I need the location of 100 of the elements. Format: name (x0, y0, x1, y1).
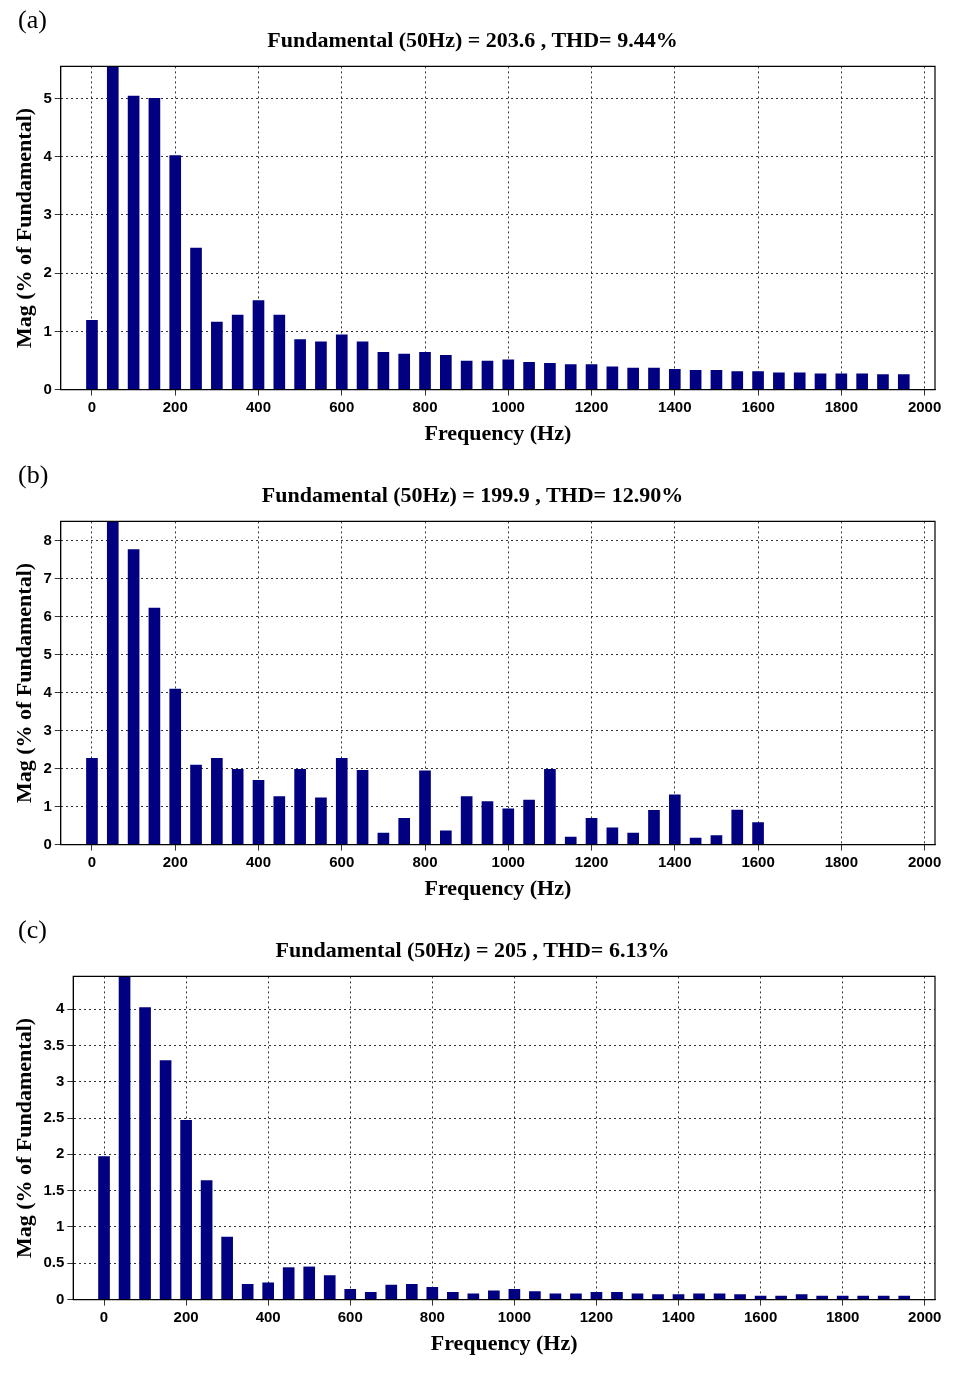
bar (693, 1293, 705, 1300)
y-tick-label: 0.5 (43, 1253, 65, 1271)
bar (127, 549, 140, 845)
x-axis-title: Frequency (Hz) (424, 420, 572, 446)
x-tick-label: 600 (329, 397, 355, 415)
y-tick-label: 4 (55, 999, 65, 1017)
bar (488, 1290, 500, 1300)
bar (398, 818, 411, 845)
bar (377, 352, 390, 390)
y-tick-label: 5 (43, 644, 52, 662)
x-tick-label: 1200 (579, 1307, 614, 1325)
bar (710, 370, 723, 390)
bar (262, 1282, 274, 1300)
bar (190, 764, 202, 845)
bar (752, 371, 764, 390)
bar (169, 688, 182, 845)
bar (169, 155, 182, 390)
bar (315, 341, 327, 390)
bar (139, 1007, 151, 1300)
bar (529, 1291, 541, 1300)
x-tick-label: 600 (337, 1307, 363, 1325)
x-tick-label: 1000 (491, 852, 525, 870)
bar (523, 361, 535, 390)
text: (a) (18, 4, 47, 34)
bar (689, 370, 702, 390)
y-tick-label: 1 (43, 796, 52, 814)
bar (252, 300, 265, 390)
x-tick-label: 2000 (907, 397, 942, 415)
y-tick-label: 2 (55, 1144, 65, 1162)
bar (627, 367, 639, 390)
bar (627, 832, 639, 845)
bar (481, 801, 494, 845)
bar (460, 360, 473, 390)
bar (221, 1236, 233, 1300)
bar (335, 757, 348, 845)
x-tick-label: 600 (329, 852, 355, 870)
y-tick-label: 0 (55, 1289, 65, 1307)
bar (405, 1284, 418, 1300)
bar (294, 339, 306, 390)
y-tick-label: 8 (43, 530, 52, 548)
x-tick-label: 1800 (824, 852, 859, 870)
x-tick-label: 1600 (741, 852, 775, 870)
bar (231, 768, 244, 845)
bar (710, 835, 723, 845)
bar (668, 368, 681, 390)
bar (544, 363, 556, 390)
x-tick-label: 800 (412, 852, 438, 870)
bar (303, 1266, 316, 1300)
x-tick-label: 1400 (661, 1307, 696, 1325)
y-tick-label: 3 (43, 205, 52, 223)
x-tick-label: 0 (87, 852, 97, 870)
y-tick-label: 0 (43, 834, 52, 852)
bar (335, 334, 348, 390)
bar (502, 808, 515, 845)
x-tick-label: 400 (255, 1307, 281, 1325)
bar (877, 374, 889, 390)
bar (731, 371, 744, 390)
x-tick-label: 200 (162, 852, 188, 870)
bar (793, 372, 806, 390)
bar (118, 976, 131, 1300)
bar (211, 321, 223, 390)
bar (273, 314, 286, 390)
bar (127, 95, 140, 390)
bar (315, 797, 327, 845)
bar (86, 319, 98, 390)
y-tick-label: 2.5 (43, 1108, 65, 1126)
y-tick-label: 1.5 (43, 1180, 65, 1198)
y-tick-label: 2 (43, 263, 52, 281)
x-tick-label: 2000 (908, 1307, 942, 1325)
bar (713, 1293, 726, 1300)
bar (631, 1293, 644, 1300)
x-tick-label: 1200 (574, 852, 609, 870)
chart-title: Fundamental (50Hz) = 199.9 , THD= 12.90% (261, 481, 684, 507)
bar (385, 1284, 398, 1300)
bar (106, 66, 119, 390)
bar (180, 1119, 192, 1300)
bar (447, 1292, 459, 1300)
chart-title: Fundamental (50Hz) = 203.6 , THD= 9.44% (267, 26, 678, 52)
y-tick-label: 4 (43, 682, 53, 700)
x-tick-label: 1200 (574, 397, 609, 415)
y-tick-label: 3 (43, 720, 52, 738)
y-tick-label: 3.5 (43, 1035, 65, 1053)
bar (211, 757, 223, 845)
x-tick-label: 400 (245, 397, 272, 415)
bar (273, 796, 286, 845)
y-tick-label: 1 (43, 321, 52, 339)
x-tick-label: 0 (87, 397, 97, 415)
bar (106, 521, 119, 845)
x-tick-label: 1800 (824, 397, 859, 415)
bar (323, 1275, 336, 1300)
bar (564, 836, 577, 845)
x-tick-label: 1400 (658, 397, 692, 415)
x-tick-label: 1600 (743, 1307, 778, 1325)
bar (86, 757, 98, 845)
bar (344, 1289, 357, 1300)
y-axis-title: Mag (% of Fundamental) (10, 107, 36, 349)
y-tick-label: 0 (43, 379, 52, 397)
bar (241, 1284, 254, 1300)
y-tick-label: 7 (43, 568, 52, 586)
x-tick-label: 800 (412, 397, 438, 415)
